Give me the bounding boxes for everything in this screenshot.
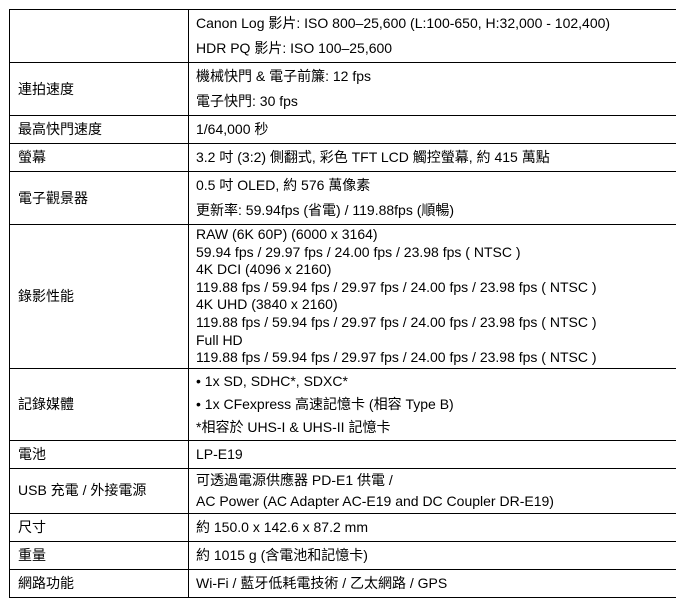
spec-value-line: AC Power (AC Adapter AC-E19 and DC Coupl… <box>196 491 676 512</box>
spec-value-line: 1/64,000 秒 <box>196 117 676 142</box>
spec-label-cell: 網路功能 <box>10 569 189 597</box>
spec-value-cell: 約 1015 g (含電池和記憶卡) <box>189 541 676 569</box>
spec-label-cell: 連拍速度 <box>10 63 189 116</box>
camera-spec-table: Canon Log 影片: ISO 800–25,600 (L:100-650,… <box>9 9 676 598</box>
spec-label-cell: 重量 <box>10 541 189 569</box>
spec-label-cell: 螢幕 <box>10 144 189 172</box>
spec-row: 重量約 1015 g (含電池和記憶卡) <box>10 541 676 569</box>
spec-value-line: 59.94 fps / 29.97 fps / 24.00 fps / 23.9… <box>196 244 676 262</box>
spec-value-line: Canon Log 影片: ISO 800–25,600 (L:100-650,… <box>196 11 676 36</box>
spec-value-line: • 1x CFexpress 高速記憶卡 (相容 Type B) <box>196 393 676 416</box>
spec-value-line: 約 150.0 x 142.6 x 87.2 mm <box>196 515 676 540</box>
spec-label-cell <box>10 10 189 63</box>
spec-value-line: 可透過電源供應器 PD-E1 供電 / <box>196 470 676 491</box>
spec-label-cell: 電子觀景器 <box>10 172 189 225</box>
spec-value-line: *相容於 UHS-I & UHS-II 記憶卡 <box>196 416 676 439</box>
spec-value-cell: LP-E19 <box>189 440 676 468</box>
spec-value-line: 0.5 吋 OLED, 約 576 萬像素 <box>196 173 676 198</box>
spec-value-line: 約 1015 g (含電池和記憶卡) <box>196 543 676 568</box>
spec-value-cell: 0.5 吋 OLED, 約 576 萬像素更新率: 59.94fps (省電) … <box>189 172 676 225</box>
spec-value-cell: • 1x SD, SDHC*, SDXC*• 1x CFexpress 高速記憶… <box>189 368 676 440</box>
spec-label-cell: 電池 <box>10 440 189 468</box>
spec-row: USB 充電 / 外接電源可透過電源供應器 PD-E1 供電 /AC Power… <box>10 468 676 513</box>
spec-value-line: • 1x SD, SDHC*, SDXC* <box>196 370 676 393</box>
spec-row: 螢幕 3.2 吋 (3:2) 側翻式, 彩色 TFT LCD 觸控螢幕, 約 41… <box>10 144 676 172</box>
spec-label-cell: USB 充電 / 外接電源 <box>10 468 189 513</box>
spec-value-cell: 1/64,000 秒 <box>189 116 676 144</box>
spec-table-body: Canon Log 影片: ISO 800–25,600 (L:100-650,… <box>10 10 676 598</box>
spec-value-line: 更新率: 59.94fps (省電) / 119.88fps (順暢) <box>196 198 676 223</box>
spec-label-cell: 最高快門速度 <box>10 116 189 144</box>
spec-value-cell: 約 150.0 x 142.6 x 87.2 mm <box>189 513 676 541</box>
spec-value-line: HDR PQ 影片: ISO 100–25,600 <box>196 36 676 61</box>
spec-value-line: RAW (6K 60P) (6000 x 3164) <box>196 226 676 244</box>
spec-value-line: Full HD <box>196 332 676 350</box>
spec-value-line: 119.88 fps / 59.94 fps / 29.97 fps / 24.… <box>196 349 676 367</box>
spec-row: 尺寸約 150.0 x 142.6 x 87.2 mm <box>10 513 676 541</box>
spec-value-cell: Wi-Fi / 藍牙低耗電技術 / 乙太網路 / GPS <box>189 569 676 597</box>
spec-value-line: 4K UHD (3840 x 2160) <box>196 296 676 314</box>
spec-row: 電池 LP-E19 <box>10 440 676 468</box>
spec-value-cell: 可透過電源供應器 PD-E1 供電 /AC Power (AC Adapter … <box>189 468 676 513</box>
spec-value-cell: 3.2 吋 (3:2) 側翻式, 彩色 TFT LCD 觸控螢幕, 約 415 … <box>189 144 676 172</box>
spec-row: Canon Log 影片: ISO 800–25,600 (L:100-650,… <box>10 10 676 63</box>
spec-value-cell: Canon Log 影片: ISO 800–25,600 (L:100-650,… <box>189 10 676 63</box>
spec-label-cell: 記錄媒體 <box>10 368 189 440</box>
spec-label-cell: 錄影性能 <box>10 225 189 369</box>
spec-label-cell: 尺寸 <box>10 513 189 541</box>
spec-value-cell: RAW (6K 60P) (6000 x 3164)59.94 fps / 29… <box>189 225 676 369</box>
spec-value-line: 119.88 fps / 59.94 fps / 29.97 fps / 24.… <box>196 279 676 297</box>
spec-value-line: 機械快門 & 電子前簾: 12 fps <box>196 64 676 89</box>
spec-row: 記錄媒體• 1x SD, SDHC*, SDXC*• 1x CFexpress … <box>10 368 676 440</box>
spec-row: 最高快門速度 1/64,000 秒 <box>10 116 676 144</box>
spec-row: 網路功能 Wi-Fi / 藍牙低耗電技術 / 乙太網路 / GPS <box>10 569 676 597</box>
spec-value-line: 4K DCI (4096 x 2160) <box>196 261 676 279</box>
spec-value-line: 電子快門: 30 fps <box>196 89 676 114</box>
spec-value-line: LP-E19 <box>196 442 676 467</box>
spec-value-line: 119.88 fps / 59.94 fps / 29.97 fps / 24.… <box>196 314 676 332</box>
spec-value-line: Wi-Fi / 藍牙低耗電技術 / 乙太網路 / GPS <box>196 571 676 596</box>
spec-value-line: 3.2 吋 (3:2) 側翻式, 彩色 TFT LCD 觸控螢幕, 約 415 … <box>196 145 676 170</box>
